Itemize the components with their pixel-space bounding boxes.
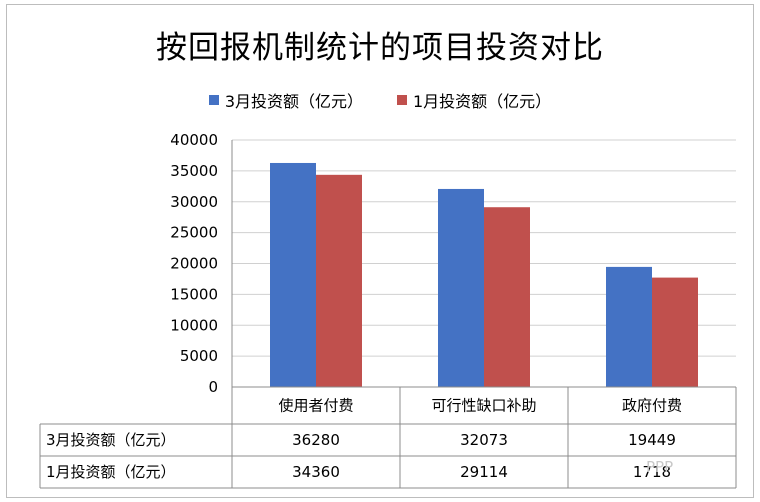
x-category-label-0: 使用者付费 [278,397,353,415]
chart-frame [6,4,754,498]
legend-label-series-1: 3月投资额（亿元） [224,92,363,111]
y-tick-label-6: 30000 [170,193,218,211]
y-tick-label-1: 5000 [180,347,218,365]
y-tick-label-8: 40000 [170,131,218,149]
table-cell-2-1: 29114 [460,463,508,481]
legend-swatch-series-2 [397,95,407,105]
bar-series-2-1 [484,207,530,387]
y-tick-label-4: 20000 [170,255,218,273]
table-row-label-1: 3月投资额（亿元） [46,431,176,449]
watermark-text: PPP [646,458,674,476]
table-cell-1-2: 19449 [628,431,676,449]
y-tick-label-5: 25000 [170,224,218,242]
bar-series-1-2 [606,266,652,387]
table-cell-2-0: 34360 [292,463,340,481]
bar-series-1-0 [270,162,316,387]
bar-series-1-1 [438,188,484,387]
table-cell-1-0: 36280 [292,431,340,449]
table-cell-2-2: 1718 [633,463,671,481]
x-category-label-2: 政府付费 [622,397,682,415]
chart-legend: 3月投资额（亿元） 1月投资额（亿元） [0,88,760,112]
y-tick-label-7: 35000 [170,162,218,180]
legend-swatch-series-1 [208,95,219,105]
table-cell-1-1: 32073 [460,431,508,449]
bar-series-2-2 [652,277,698,387]
x-category-label-1: 可行性缺口补助 [431,397,536,415]
legend-label-series-2: 1月投资额（亿元） [413,92,552,111]
table-row-label-2: 1月投资额（亿元） [46,463,176,481]
legend-item-series-1: 3月投资额（亿元） [208,88,363,112]
chart-title: 按回报机制统计的项目投资对比 [156,30,604,66]
y-tick-label-2: 10000 [170,316,218,334]
legend-item-series-2: 1月投资额（亿元） [397,88,551,112]
y-tick-label-3: 15000 [170,285,218,303]
y-tick-label-0: 0 [208,378,218,396]
bar-series-2-0 [316,174,362,387]
